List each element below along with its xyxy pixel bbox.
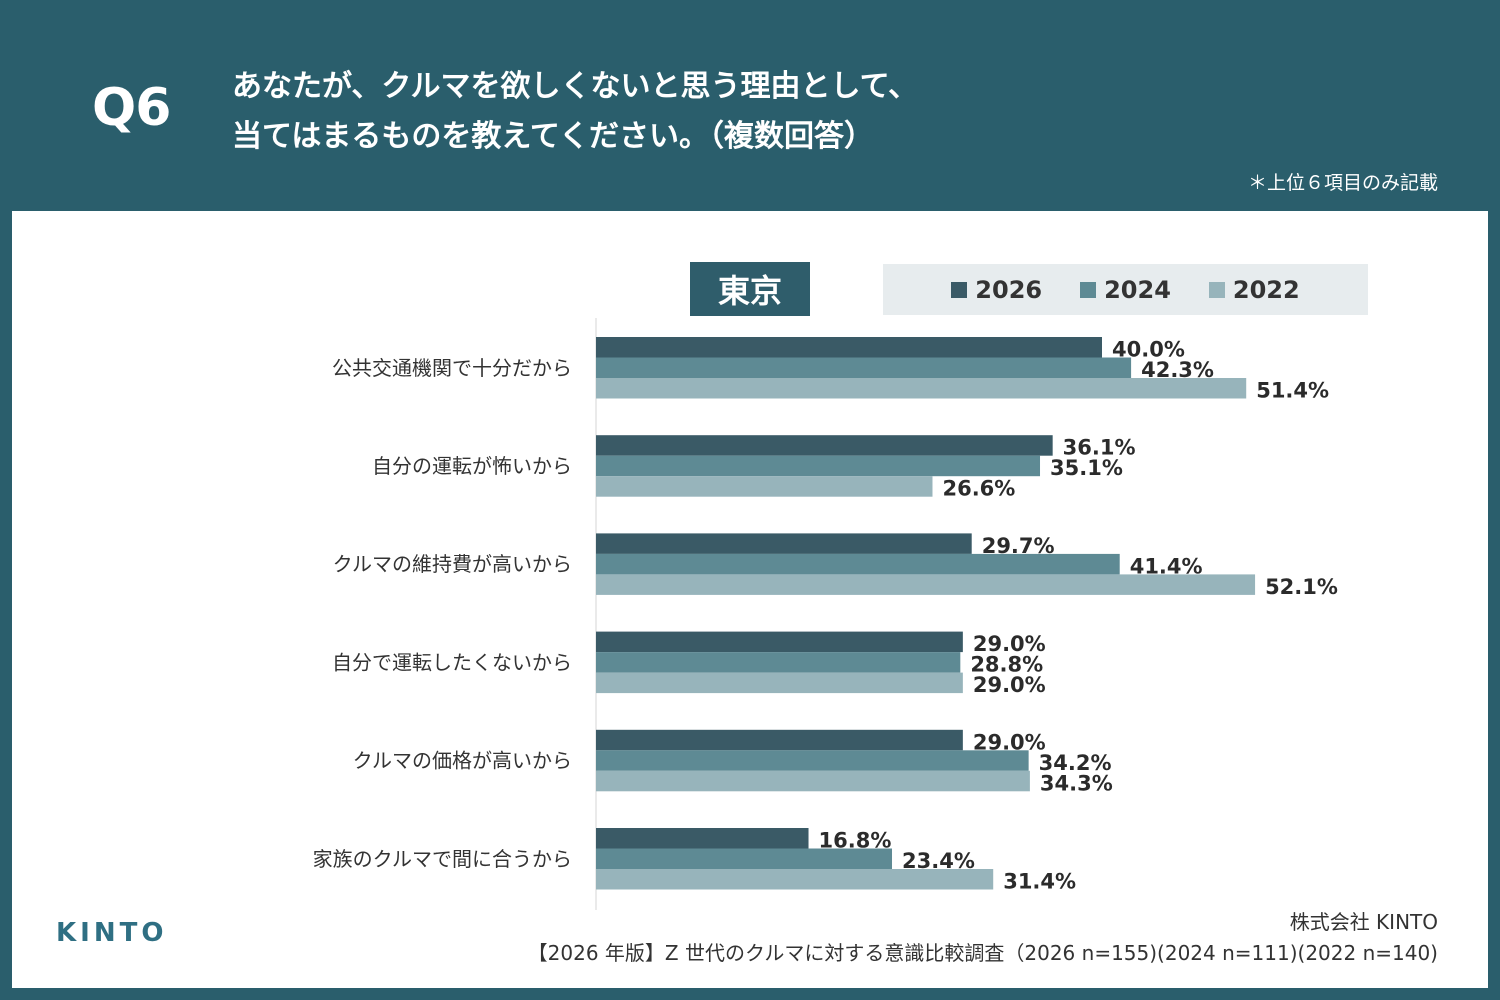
kinto-logo: KINTO — [56, 918, 168, 948]
legend-swatch-2024 — [1080, 281, 1097, 298]
bar-2022 — [596, 869, 994, 890]
bar-2024 — [596, 652, 961, 673]
bar-2024 — [596, 750, 1029, 771]
bar-2022 — [596, 476, 933, 497]
bar-2022 — [596, 672, 963, 694]
question-number: Q6 — [92, 78, 171, 138]
value-label-2022: 34.3% — [1040, 771, 1113, 795]
legend-label-2026: 2026 — [975, 275, 1043, 304]
bar-2026 — [596, 533, 972, 554]
value-label-2022: 29.0% — [973, 673, 1046, 697]
category-label: 自分の運転が怖いから — [372, 454, 572, 478]
category-label: 公共交通機関で十分だから — [332, 356, 572, 380]
value-label-2024: 28.8% — [970, 653, 1043, 677]
survey-source: 【2026 年版】Z 世代のクルマに対する意識比較調査（2026 n=155)(… — [527, 941, 1438, 965]
bar-2026 — [596, 729, 963, 751]
value-label-2022: 31.4% — [1003, 870, 1076, 894]
value-label-2022: 51.4% — [1256, 379, 1329, 403]
value-label-2026: 36.1% — [1063, 436, 1136, 460]
category-label: クルマの価格が高いから — [353, 749, 572, 773]
bar-2026 — [596, 435, 1053, 456]
value-label-2022: 26.6% — [942, 477, 1015, 501]
legend-swatch-2022 — [1208, 281, 1225, 298]
region-badge: 東京 — [690, 262, 810, 316]
category-label: 家族のクルマで間に合うから — [313, 847, 572, 871]
bar-2024 — [596, 553, 1120, 575]
bar-2022 — [596, 378, 1247, 399]
chart-legend: 2026 2024 2022 — [883, 264, 1368, 315]
legend-item-2024: 2024 — [1080, 276, 1171, 304]
legend-label-2024: 2024 — [1104, 275, 1171, 304]
value-label-2026: 29.0% — [973, 632, 1046, 656]
bar-2024 — [596, 357, 1132, 378]
legend-item-2022: 2022 — [1208, 275, 1300, 304]
bar-2026 — [596, 828, 809, 849]
bar-2024 — [596, 848, 893, 869]
question-title: あなたが、クルマを欲しくないと思う理由として、 当てはまるものを教えてください。… — [232, 62, 918, 162]
legend-swatch-2026 — [951, 281, 968, 298]
bar-2024 — [596, 455, 1041, 477]
value-label-2022: 52.1% — [1265, 575, 1338, 599]
category-label: クルマの維持費が高いから — [333, 552, 572, 576]
question-title-line-1: あなたが、クルマを欲しくないと思う理由として、 — [232, 69, 919, 104]
category-label: 自分で運転したくないから — [332, 650, 572, 674]
value-label-2024: 34.2% — [1039, 751, 1112, 775]
bar-2022 — [596, 770, 1030, 792]
question-title-line-2: 当てはまるものを教えてください。（複数回答） — [232, 119, 874, 154]
value-label-2024: 35.1% — [1050, 456, 1123, 480]
header: Q6 あなたが、クルマを欲しくないと思う理由として、 当てはまるものを教えてくだ… — [0, 0, 1500, 210]
bar-2022 — [596, 574, 1256, 595]
bar-2026 — [596, 337, 1102, 358]
legend-label-2022: 2022 — [1232, 275, 1300, 304]
legend-item-2026: 2026 — [951, 276, 1042, 304]
bar-2026 — [596, 631, 963, 653]
company-name: 株式会社 KINTO — [1289, 910, 1438, 934]
top-items-note: ＊上位６項目のみ記載 — [1247, 172, 1438, 194]
